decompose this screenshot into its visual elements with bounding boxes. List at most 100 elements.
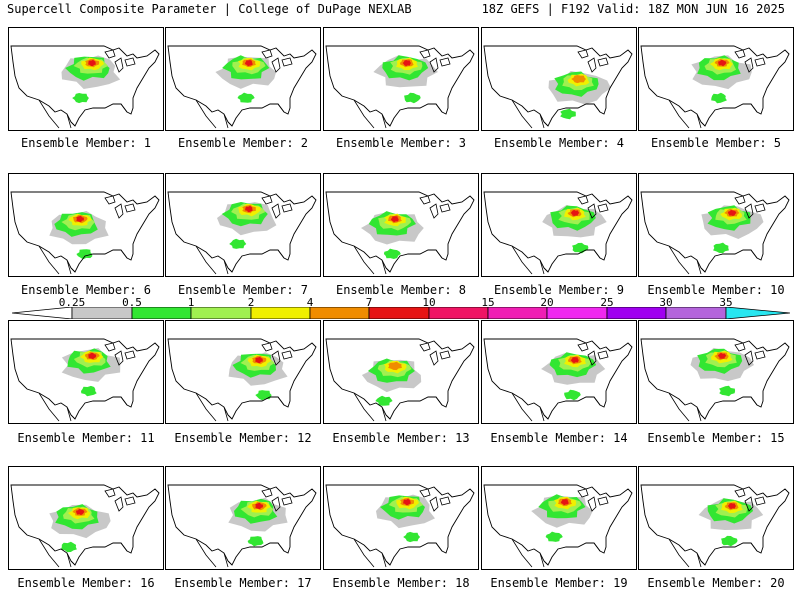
member-map-panel — [8, 320, 164, 424]
scp-secondary-area — [404, 92, 421, 104]
member-map-panel — [638, 320, 794, 424]
colorbar-segment — [190, 307, 252, 319]
member-label: Ensemble Member: 4 — [493, 136, 625, 150]
scp-contour-area — [388, 361, 402, 371]
colorbar-tick-label: 30 — [659, 296, 673, 309]
conus-map — [640, 191, 790, 275]
coastline — [227, 542, 285, 566]
scp-contour-area — [571, 75, 586, 84]
member-map-panel — [165, 173, 321, 277]
colorbar-tick-label: 7 — [365, 296, 373, 309]
scp-secondary-area — [76, 249, 93, 260]
coastline — [734, 342, 766, 366]
coastline — [353, 538, 387, 568]
scp-contour-area — [255, 502, 263, 510]
coastline — [70, 103, 128, 127]
colorbar — [12, 307, 790, 319]
member-label: Ensemble Member: 14 — [490, 431, 628, 445]
coastline — [385, 249, 443, 273]
colorbar-segment — [250, 307, 311, 319]
colorbar-tick-label: 1 — [187, 296, 195, 309]
coastline — [104, 49, 136, 73]
colorbar-segment — [487, 307, 548, 319]
conus-map — [10, 484, 160, 568]
member-map-panel — [8, 173, 164, 277]
scp-secondary-area — [572, 242, 589, 254]
coastline — [543, 542, 601, 566]
coastline — [38, 538, 72, 568]
scp-secondary-area — [61, 541, 77, 553]
member-map-panel — [165, 320, 321, 424]
coastline — [700, 542, 758, 566]
scp-contour-area — [88, 59, 96, 66]
colorbar-segment — [71, 307, 133, 319]
member-label: Ensemble Member: 20 — [647, 576, 785, 590]
coastline — [577, 195, 609, 219]
scp-secondary-area — [255, 390, 272, 401]
coastline — [419, 195, 451, 219]
coastline — [668, 99, 702, 129]
coastline — [38, 99, 72, 129]
coastline — [385, 542, 443, 566]
coastline — [261, 342, 293, 366]
coastline — [577, 49, 609, 73]
scp-contour-area — [717, 352, 727, 359]
colorbar-segment — [131, 307, 192, 319]
conus-map — [325, 484, 475, 568]
scp-secondary-area — [564, 389, 581, 401]
conus-map — [167, 484, 317, 568]
scp-contour-area — [88, 352, 97, 360]
scp-secondary-area — [237, 92, 255, 103]
scp-contour-area — [245, 205, 253, 213]
coastline — [70, 396, 128, 420]
member-label: Ensemble Member: 1 — [20, 136, 152, 150]
scp-secondary-area — [545, 531, 563, 542]
scp-secondary-area — [72, 93, 89, 104]
coastline — [668, 538, 702, 568]
colorbar-segment — [546, 307, 608, 319]
coastline — [195, 245, 229, 275]
colorbar-tick-label: 4 — [306, 296, 314, 309]
scp-secondary-area — [719, 385, 736, 397]
member-map-panel — [481, 320, 637, 424]
conus-map — [167, 45, 317, 129]
coastline — [70, 249, 128, 273]
coastline — [543, 103, 601, 127]
coastline — [104, 195, 136, 219]
coastline — [104, 488, 136, 512]
member-label: Ensemble Member: 9 — [493, 283, 625, 297]
colorbar-high-arrow — [725, 307, 790, 319]
conus-map — [167, 191, 317, 275]
header-left-title: Supercell Composite Parameter | College … — [7, 2, 412, 16]
scp-secondary-area — [403, 531, 421, 543]
coastline — [700, 396, 758, 420]
member-map-panel — [638, 27, 794, 131]
scp-contour-area — [727, 503, 736, 509]
member-label: Ensemble Member: 15 — [647, 431, 785, 445]
scp-secondary-area — [247, 536, 264, 547]
conus-map — [640, 484, 790, 568]
coastline — [227, 103, 285, 127]
member-map-panel — [8, 466, 164, 570]
coastline — [668, 392, 702, 422]
conus-map — [483, 191, 633, 275]
member-map-panel — [481, 27, 637, 131]
member-label: Ensemble Member: 11 — [17, 431, 155, 445]
scp-contour-area — [244, 60, 253, 67]
colorbar-segment — [368, 307, 430, 319]
scp-contour-area — [718, 59, 727, 67]
coastline — [385, 396, 443, 420]
colorbar-low-arrow — [12, 307, 73, 319]
coastline — [511, 245, 545, 275]
coastline — [577, 342, 609, 366]
member-label: Ensemble Member: 3 — [335, 136, 467, 150]
header-right-title: 18Z GEFS | F192 Valid: 18Z MON JUN 16 20… — [481, 2, 785, 16]
coastline — [668, 245, 702, 275]
member-label: Ensemble Member: 13 — [332, 431, 470, 445]
scp-secondary-area — [375, 395, 393, 406]
member-label: Ensemble Member: 5 — [650, 136, 782, 150]
coastline — [734, 49, 766, 73]
conus-map — [10, 338, 160, 422]
member-map-panel — [323, 320, 479, 424]
coastline — [700, 103, 758, 127]
